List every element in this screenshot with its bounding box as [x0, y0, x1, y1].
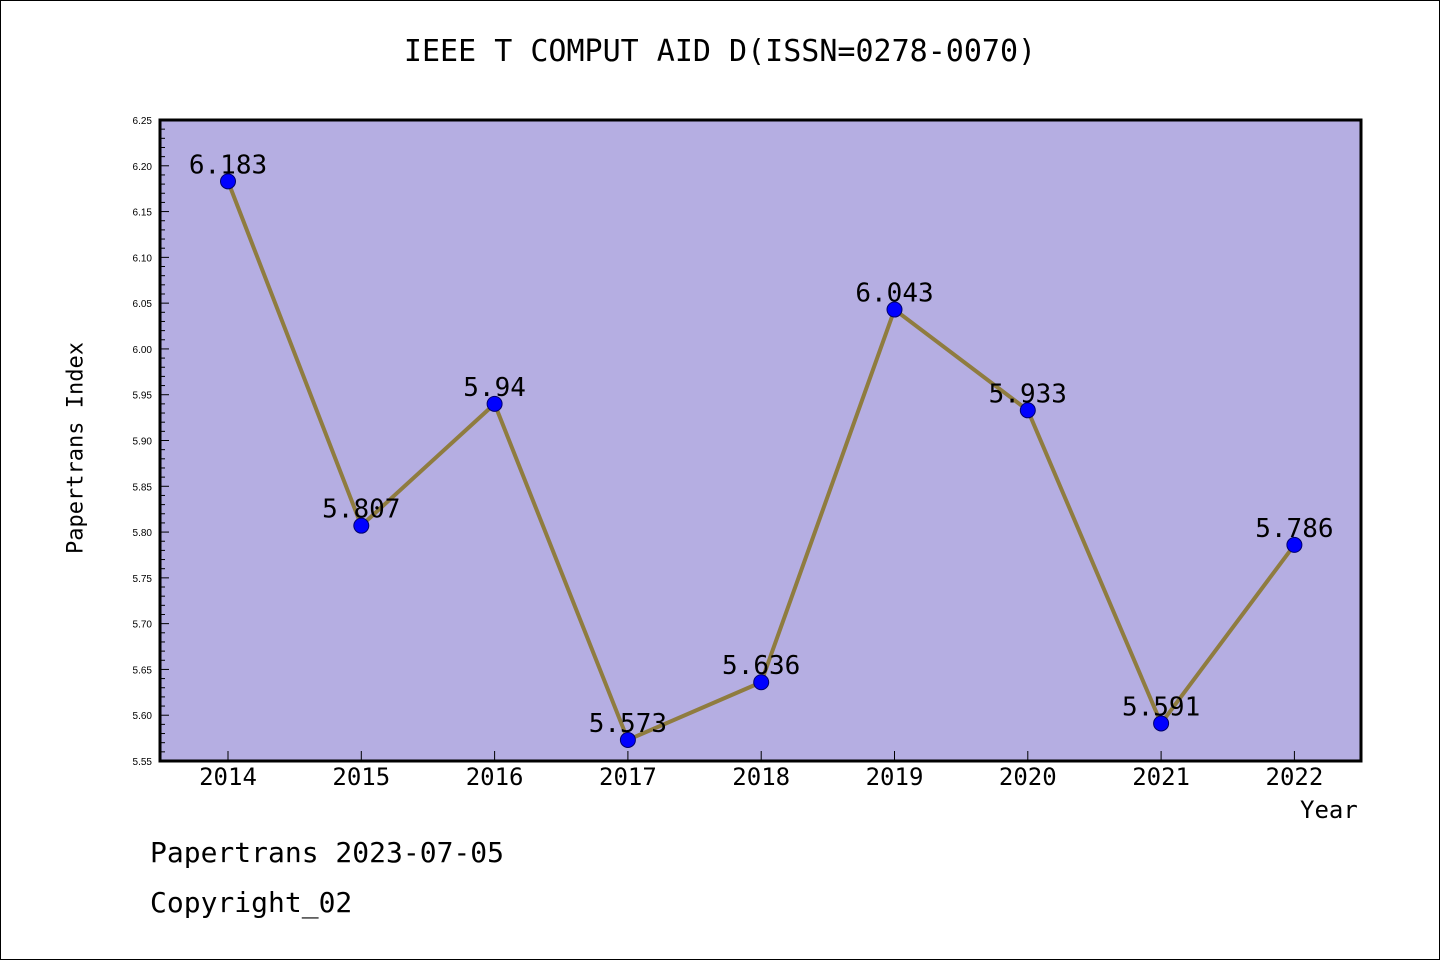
y-tick-label: 5.70	[133, 620, 153, 631]
x-tick-label: 2022	[1266, 763, 1324, 791]
data-labels: 6.183 5.807 5.94 5.573 5.636 6.043 5.933 5.591 5…	[189, 150, 1334, 739]
y-tick-label: 5.60	[133, 711, 153, 722]
y-tick-label: 6.10	[133, 253, 153, 264]
y-tick-label: 6.05	[133, 299, 153, 310]
data-point	[753, 674, 770, 691]
data-point	[619, 731, 636, 748]
data-point	[220, 173, 236, 190]
data-label: 5.786	[1255, 514, 1333, 544]
data-label: 5.94	[463, 373, 526, 403]
data-label: 5.933	[989, 379, 1067, 409]
y-tick-label: 5.85	[133, 482, 153, 493]
footer-copyright: Copyright_02	[150, 886, 353, 919]
x-tick-label: 2016	[466, 763, 524, 791]
data-markers	[220, 173, 1303, 748]
data-point	[886, 301, 903, 318]
y-tick-label: 6.20	[133, 162, 153, 173]
x-tick-label: 2021	[1132, 763, 1190, 791]
x-tick-label: 2015	[332, 763, 390, 791]
y-axis-ticks: 5.55 5.60 5.65 5.70 5.75 5.80 5.85 5.90 5.95 6.00…	[133, 116, 169, 768]
y-tick-label: 5.75	[133, 574, 153, 585]
data-point	[486, 395, 503, 412]
x-tick-label: 2017	[599, 763, 657, 791]
x-axis-label: Year	[1300, 796, 1358, 824]
x-tick-label: 2014	[199, 763, 257, 791]
x-axis-ticks: 2014 2015 2016 2017 2018 2019 2020 2021 2022	[199, 751, 1323, 791]
data-label: 5.573	[589, 709, 667, 739]
y-tick-label: 5.65	[133, 665, 153, 676]
y-tick-label: 6.25	[133, 116, 153, 127]
data-point	[1153, 715, 1170, 732]
data-point	[1019, 402, 1036, 419]
data-label: 5.591	[1122, 692, 1200, 722]
x-tick-label: 2018	[732, 763, 790, 791]
footer-date: Papertrans 2023-07-05	[150, 836, 505, 869]
data-point	[353, 517, 370, 534]
data-point	[1286, 536, 1303, 553]
x-tick-label: 2019	[866, 763, 924, 791]
y-tick-label: 6.15	[133, 208, 153, 219]
data-label: 5.636	[722, 651, 800, 681]
data-label: 5.807	[322, 495, 400, 525]
data-label: 6.183	[189, 150, 267, 180]
y-tick-label: 5.55	[133, 757, 153, 768]
x-tick-label: 2020	[999, 763, 1057, 791]
y-tick-label: 5.90	[133, 437, 153, 448]
y-tick-label: 6.00	[133, 345, 153, 356]
y-tick-label: 5.80	[133, 528, 153, 539]
chart-title: IEEE T COMPUT AID D(ISSN=0278-0070)	[403, 34, 1037, 69]
data-label: 6.043	[855, 279, 933, 309]
plot-area	[158, 118, 1363, 763]
y-tick-label: 5.95	[133, 391, 153, 402]
